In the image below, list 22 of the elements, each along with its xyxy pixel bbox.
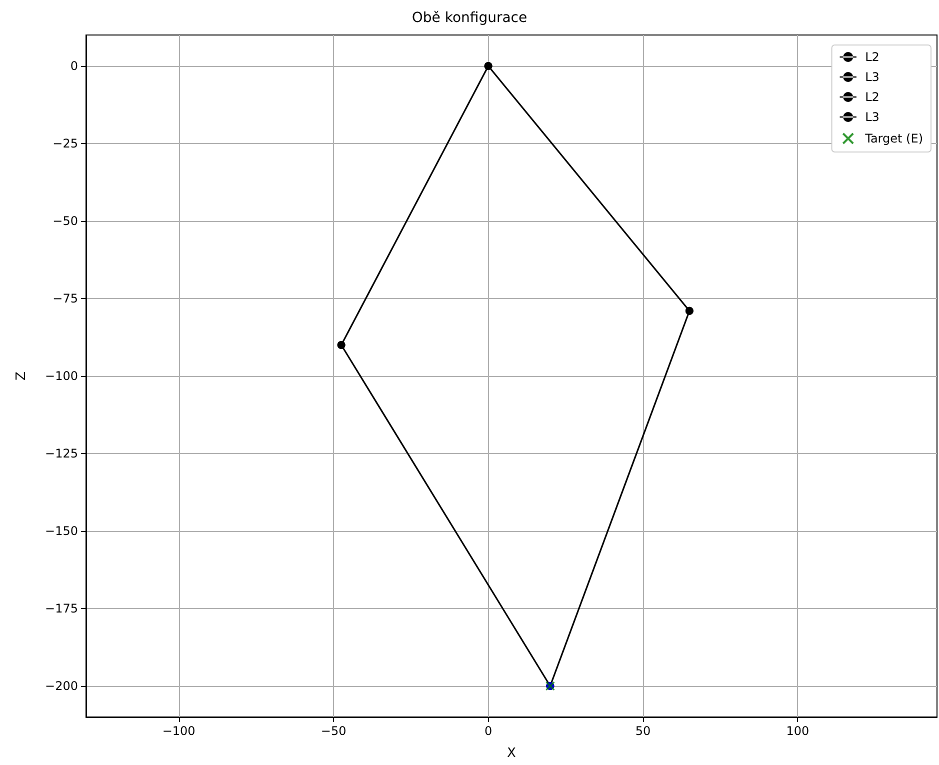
y-tick-label: −100 bbox=[45, 369, 78, 383]
legend-label: L2 bbox=[865, 90, 880, 104]
legend-label: L3 bbox=[865, 110, 880, 124]
x-tick-label: 50 bbox=[635, 724, 651, 738]
y-tick-label: −150 bbox=[45, 524, 78, 538]
legend-label: L3 bbox=[865, 70, 880, 84]
y-tick-label: −125 bbox=[45, 446, 78, 460]
x-tick-label: 0 bbox=[484, 724, 492, 738]
legend-label: Target (E) bbox=[864, 132, 924, 146]
x-axis-title: X bbox=[507, 746, 516, 761]
y-tick-label: −175 bbox=[45, 602, 78, 616]
y-tick-label: 0 bbox=[70, 59, 78, 73]
chart-title: Obě konfigurace bbox=[412, 10, 528, 26]
y-tick-label: −75 bbox=[52, 292, 78, 306]
x-tick-label: −50 bbox=[320, 724, 346, 738]
y-axis-title: Z bbox=[14, 371, 29, 380]
x-tick-label: 100 bbox=[786, 724, 810, 738]
legend-label: L2 bbox=[865, 50, 880, 64]
y-tick-label: −200 bbox=[45, 679, 78, 693]
y-tick-label: −50 bbox=[52, 214, 78, 228]
x-tick-label: −100 bbox=[162, 724, 196, 738]
y-tick-label: −25 bbox=[52, 136, 78, 150]
